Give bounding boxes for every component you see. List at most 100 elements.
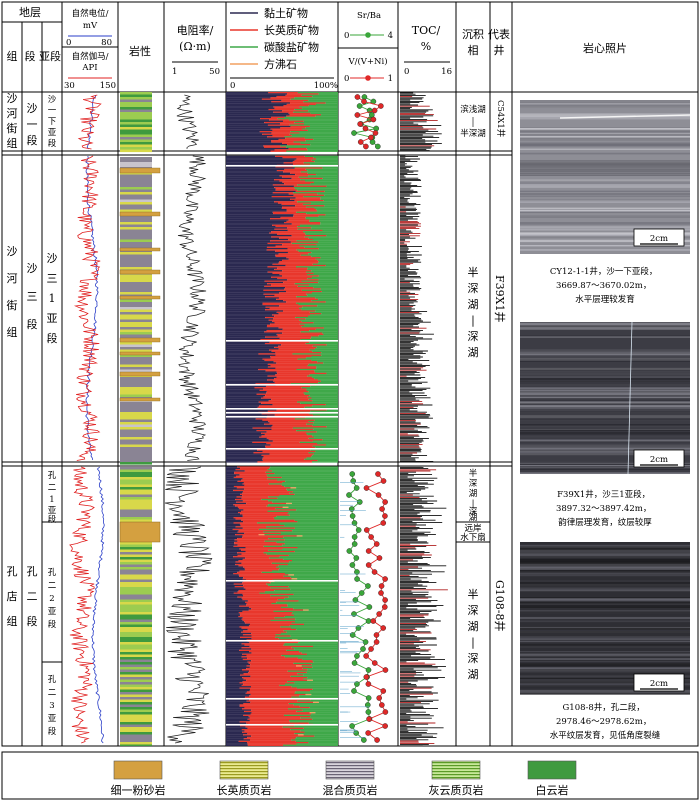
vni-lower-point	[365, 548, 372, 554]
core-lamina	[520, 183, 690, 186]
mineral-carbonate	[287, 605, 338, 607]
mineral-quartz	[242, 731, 305, 733]
mineral-carbonate	[310, 183, 338, 185]
mineral-quartz	[281, 344, 327, 346]
mineral-carbonate	[299, 705, 338, 707]
mineral-clay	[226, 118, 261, 120]
mineral-clay	[226, 714, 244, 717]
mineral-quartz	[279, 180, 305, 182]
header-well-b: 井	[494, 43, 505, 57]
mineral-quartz	[283, 281, 319, 284]
mineral-clay	[226, 582, 243, 584]
mineral-quartz	[278, 262, 319, 264]
mineral-clay	[226, 735, 252, 737]
mineral-carbonate	[266, 505, 338, 507]
mineral-quartz	[274, 186, 295, 189]
mineral-carbonate	[309, 219, 338, 221]
mineral-clay	[226, 210, 287, 212]
lithology-track	[119, 92, 161, 746]
mineral-quartz	[278, 253, 309, 255]
mineral-quartz	[263, 456, 312, 458]
facies-deep-3a: 半深湖|深湖	[469, 468, 478, 523]
mineral-clay	[226, 458, 263, 460]
resistivity-track	[164, 94, 213, 744]
mineral-carbonate	[314, 348, 338, 350]
res-min: 1	[172, 67, 177, 77]
mineral-carbonate	[304, 180, 338, 182]
mineral-quartz	[238, 574, 289, 576]
mineral-carbonate	[311, 300, 338, 302]
mineral-carbonate	[314, 371, 338, 373]
mineral-carbonate	[311, 159, 338, 161]
legend-swatch-qtz	[219, 760, 269, 780]
mineral-clay	[226, 285, 265, 288]
srba-lower-point	[351, 660, 358, 666]
mineral-carbonate	[257, 522, 338, 524]
lith-bed	[120, 219, 152, 223]
lith-bed	[120, 347, 152, 350]
mineral-clay	[226, 181, 283, 184]
mineral-clay	[226, 699, 250, 701]
core-lamina	[520, 646, 690, 649]
core-lamina	[520, 105, 690, 106]
vni-upper-point	[370, 116, 377, 123]
gr-max: 150	[100, 81, 116, 91]
mineral-carbonate	[303, 101, 338, 103]
mineral-quartz	[241, 553, 267, 555]
lith-bed	[120, 119, 152, 123]
mineral-carbonate	[314, 378, 338, 380]
mineral-quartz	[290, 125, 310, 128]
mineral-carbonate	[308, 175, 338, 177]
mineral-quartz	[247, 657, 298, 659]
srba-upper-point	[356, 103, 363, 109]
mineral-quartz	[249, 670, 288, 672]
mineral-clay	[226, 114, 290, 116]
mineral-carbonate	[275, 508, 338, 510]
lith-bed	[120, 227, 152, 230]
legend-swatch-lime	[431, 760, 481, 780]
mineral-clay	[226, 717, 250, 719]
core-lamina	[520, 443, 690, 447]
mineral-carbonate	[317, 305, 338, 307]
mineral-carbonate	[303, 162, 338, 164]
mineral-clay	[226, 696, 246, 698]
core-lamina	[520, 587, 690, 590]
mineral-quartz	[267, 379, 319, 381]
core-lamina	[520, 335, 690, 337]
mineral-quartz	[272, 211, 297, 213]
mineral-clay	[226, 119, 270, 121]
mineral-quartz	[269, 341, 310, 343]
mineral-quartz	[237, 540, 265, 542]
mineral-quartz	[250, 701, 314, 704]
sp-gr-track	[69, 94, 105, 744]
mineral-carbonate	[288, 511, 338, 514]
lith-bed	[120, 204, 152, 208]
mineral-clay	[226, 740, 239, 743]
mineral-clay	[226, 732, 248, 735]
mineral-quartz	[272, 440, 313, 442]
mineral-carbonate	[306, 653, 338, 655]
mineral-clay	[226, 648, 252, 650]
lith-bed	[120, 174, 152, 178]
mineral-clay	[226, 744, 248, 746]
sp-max: 80	[101, 38, 112, 48]
mineral-carbonate	[279, 567, 338, 570]
mineral-carbonate	[264, 534, 338, 536]
mineral-quartz	[247, 732, 295, 735]
mineral-clay	[226, 600, 248, 602]
core-lamina	[520, 428, 690, 432]
mineral-quartz	[247, 742, 309, 744]
core-lamina	[520, 210, 690, 214]
mineral-carbonate	[306, 389, 338, 392]
mineral-carbonate	[318, 93, 338, 95]
lith-bed	[120, 422, 152, 425]
srba-lower-point	[349, 562, 356, 568]
vni-lower-point	[376, 611, 382, 617]
mineral-clay	[226, 140, 272, 142]
mineral-carbonate	[276, 515, 338, 518]
vni-upper-point	[371, 107, 378, 114]
mineral-clay	[226, 329, 267, 332]
lith-bed	[120, 179, 152, 183]
lith-bed	[120, 712, 152, 715]
mineral-carbonate	[284, 656, 338, 658]
